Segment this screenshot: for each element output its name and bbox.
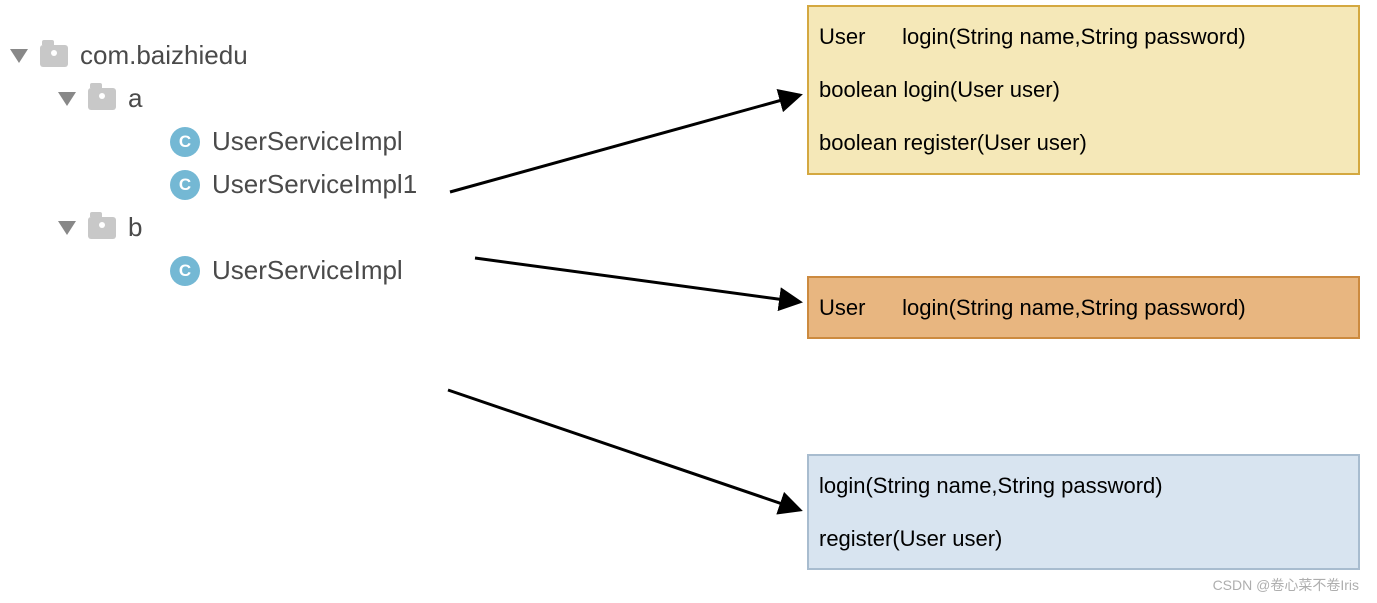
tree-label: UserServiceImpl xyxy=(212,255,403,286)
method-signature: boolean register(User user) xyxy=(819,125,1348,160)
tree-node-class-b1[interactable]: C UserServiceImpl xyxy=(10,255,417,286)
method-box-orange: User login(String name,String password) xyxy=(807,276,1360,339)
chevron-down-icon[interactable] xyxy=(58,221,76,235)
tree-label: a xyxy=(128,83,142,114)
tree-node-class-a1[interactable]: C UserServiceImpl xyxy=(10,126,417,157)
method-signature: register(User user) xyxy=(819,521,1348,556)
method-signature: boolean login(User user) xyxy=(819,72,1348,107)
class-icon: C xyxy=(170,127,200,157)
tree-label: b xyxy=(128,212,142,243)
method-signature: login(String name,String password) xyxy=(819,468,1348,503)
method-signature: User login(String name,String password) xyxy=(819,290,1348,325)
tree-node-root[interactable]: com.baizhiedu xyxy=(10,40,417,71)
chevron-down-icon[interactable] xyxy=(10,49,28,63)
tree-label: UserServiceImpl xyxy=(212,126,403,157)
tree-label: UserServiceImpl1 xyxy=(212,169,417,200)
method-box-blue: login(String name,String password) regis… xyxy=(807,454,1360,570)
method-box-yellow: User login(String name,String password) … xyxy=(807,5,1360,175)
folder-icon xyxy=(88,88,116,110)
watermark: CSDN @卷心菜不卷Iris xyxy=(1213,575,1359,595)
method-signature: User login(String name,String password) xyxy=(819,19,1348,54)
tree-label: com.baizhiedu xyxy=(80,40,248,71)
tree-node-class-a2[interactable]: C UserServiceImpl1 xyxy=(10,169,417,200)
class-icon: C xyxy=(170,256,200,286)
class-icon: C xyxy=(170,170,200,200)
folder-icon xyxy=(40,45,68,67)
chevron-down-icon[interactable] xyxy=(58,92,76,106)
tree-node-pkg-a[interactable]: a xyxy=(10,83,417,114)
folder-icon xyxy=(88,217,116,239)
tree-node-pkg-b[interactable]: b xyxy=(10,212,417,243)
package-tree: com.baizhiedu a C UserServiceImpl C User… xyxy=(10,40,417,298)
